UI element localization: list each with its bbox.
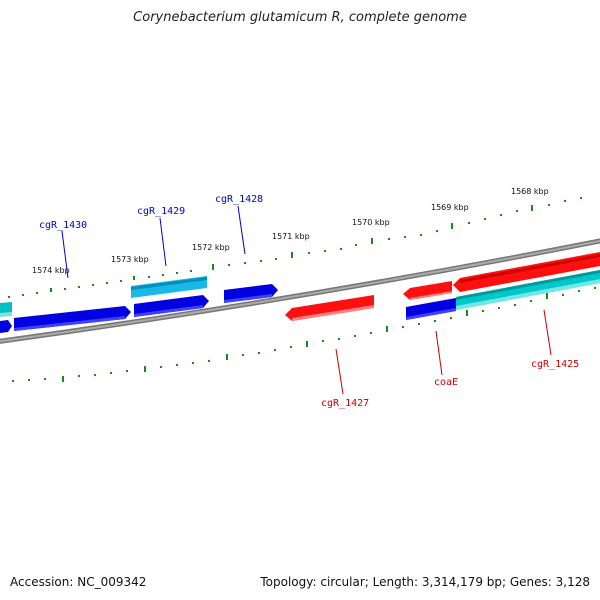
map-title: Corynebacterium glutamicum R, complete g… (133, 10, 467, 25)
gene-partial-left-teal[interactable] (0, 302, 12, 317)
accession-text: Accession: NC_009342 (10, 575, 147, 589)
gene-label-coaE[interactable]: coaE (434, 377, 458, 388)
leader-cgR_1428 (237, 205, 246, 255)
gene-partial-left-blue[interactable] (0, 320, 12, 333)
lower-tick-track (12, 287, 596, 382)
leader-cgR_1430 (61, 230, 69, 279)
tick-label-1574: 1574 kbp (32, 266, 70, 275)
upper-tick-track (8, 197, 582, 298)
gene-cgR_1428[interactable] (224, 284, 278, 303)
gene-cgR_1429b[interactable] (134, 295, 209, 317)
gene-cgR_1425[interactable] (456, 270, 600, 310)
tick-label-1568: 1568 kbp (511, 187, 549, 196)
topology-text: Topology: circular; Length: 3,314,179 bp… (260, 575, 590, 589)
gene-cgR_1427[interactable] (285, 295, 374, 321)
tick-label-1572: 1572 kbp (192, 243, 230, 252)
gene-label-cgR_1428[interactable]: cgR_1428 (215, 194, 263, 205)
gene-coaE-upper[interactable] (403, 281, 452, 300)
gene-label-cgR_1429[interactable]: cgR_1429 (137, 206, 185, 217)
tick-label-1571: 1571 kbp (272, 232, 310, 241)
gene-label-cgR_1427[interactable]: cgR_1427 (321, 398, 369, 409)
tick-label-1570: 1570 kbp (352, 218, 390, 227)
leader-cgR_1429 (159, 217, 167, 267)
gene-cgR_1425-upper[interactable] (453, 252, 600, 292)
gene-cgR_1429[interactable] (131, 276, 207, 298)
tick-label-1569: 1569 kbp (431, 203, 469, 212)
gene-label-cgR_1425[interactable]: cgR_1425 (531, 359, 579, 370)
leader-cgR_1427 (335, 348, 344, 395)
leader-cgR_1425 (543, 309, 552, 356)
gene-cgR_1430[interactable] (14, 306, 131, 331)
leader-coaE (435, 330, 443, 376)
gene-coaE[interactable] (406, 298, 456, 320)
gene-label-cgR_1430[interactable]: cgR_1430 (39, 220, 87, 231)
tick-label-1573: 1573 kbp (111, 255, 149, 264)
